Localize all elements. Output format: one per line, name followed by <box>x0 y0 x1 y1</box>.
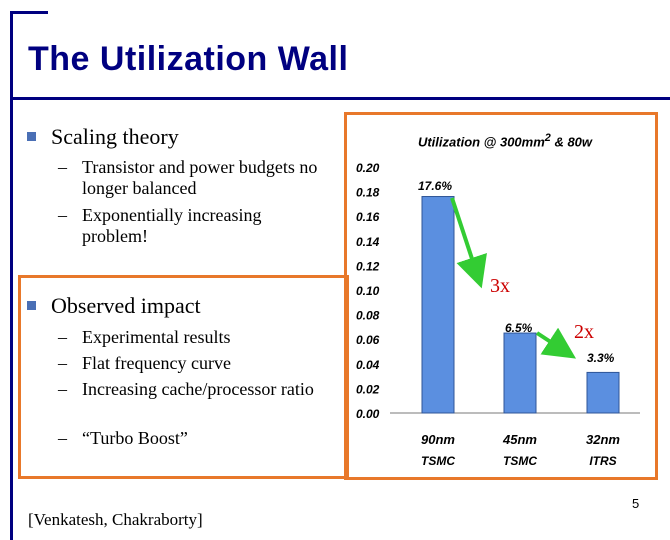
bullet-text: Scaling theory <box>51 124 179 149</box>
sub-bullet-text: Transistor and power budgets no longer b… <box>82 157 318 198</box>
title-divider <box>10 97 670 100</box>
y-tick-label: 0.16 <box>356 210 380 224</box>
chart-title-main: Utilization @ 300mm <box>417 134 545 150</box>
x-tick-label: 45nm <box>502 432 537 447</box>
y-tick-label: 0.18 <box>356 186 380 200</box>
y-tick-label: 0.10 <box>356 284 380 298</box>
chart-title-tail: & 80w <box>550 134 593 150</box>
sub-bullet: – Transistor and power budgets no longer… <box>58 157 328 199</box>
slide-title: The Utilization Wall <box>28 40 349 78</box>
y-tick-label: 0.00 <box>356 407 380 421</box>
data-label: 6.5% <box>505 321 533 335</box>
sub-bullet-text: Flat frequency curve <box>82 353 231 373</box>
sub-bullet-text: Experimental results <box>82 327 231 347</box>
bullet-observed-impact: Observed impact <box>27 293 347 319</box>
sub-bullet-text: Exponentially increasing problem! <box>82 205 262 246</box>
sub-bullet-text: “Turbo Boost” <box>82 428 188 448</box>
bar <box>503 332 537 414</box>
bullet-text: Observed impact <box>51 293 201 318</box>
data-label: 17.6% <box>418 179 452 193</box>
y-tick-label: 0.02 <box>356 382 380 396</box>
x-tick-label-secondary: TSMC <box>421 454 455 468</box>
ratio-annotation: 3x <box>490 275 510 297</box>
bullet-square-icon <box>27 301 36 310</box>
y-tick-label: 0.08 <box>356 309 380 323</box>
x-tick-label-secondary: TSMC <box>503 454 537 468</box>
chart-title: Utilization @ 300mm2 & 80w <box>380 132 630 149</box>
y-tick-label: 0.20 <box>356 161 380 175</box>
frame-top-rule <box>10 11 48 14</box>
sub-bullet: – Flat frequency curve <box>58 353 328 374</box>
sub-bullet-text: Increasing cache/processor ratio <box>82 379 314 399</box>
chart-title-superscript: 2 <box>544 132 551 144</box>
bar <box>586 371 620 414</box>
dash-marker: – <box>58 428 67 448</box>
y-tick-label: 0.04 <box>356 358 380 372</box>
dash-marker: – <box>58 327 67 347</box>
x-tick-label: 32nm <box>586 432 620 447</box>
ratio-annotation: 2x <box>574 321 594 343</box>
dash-marker: – <box>58 353 67 373</box>
x-tick-label: 90nm <box>421 432 455 447</box>
y-tick-label: 0.06 <box>356 333 380 347</box>
sub-bullet: – Exponentially increasing problem! <box>58 205 328 247</box>
y-tick-label: 0.12 <box>356 259 380 273</box>
chart-highlight-box <box>344 112 658 480</box>
sub-bullet: – Experimental results <box>58 327 328 348</box>
bullet-square-icon <box>27 132 36 141</box>
y-tick-label: 0.14 <box>356 235 380 249</box>
bar <box>421 196 455 414</box>
green-arrow-icon <box>450 197 487 289</box>
page-number: 5 <box>632 496 640 511</box>
sub-bullet: – Increasing cache/processor ratio <box>58 379 328 400</box>
dash-marker: – <box>58 205 67 225</box>
impact-highlight-box <box>18 275 349 479</box>
sub-bullet: – “Turbo Boost” <box>58 428 328 449</box>
green-arrow-icon <box>535 327 577 359</box>
dash-marker: – <box>58 379 67 399</box>
frame-left-rule <box>10 11 13 540</box>
citation: [Venkatesh, Chakraborty] <box>28 510 203 529</box>
dash-marker: – <box>58 157 67 177</box>
bullet-scaling-theory: Scaling theory <box>27 124 347 150</box>
x-tick-label-secondary: ITRS <box>589 454 616 468</box>
data-label: 3.3% <box>587 351 615 365</box>
